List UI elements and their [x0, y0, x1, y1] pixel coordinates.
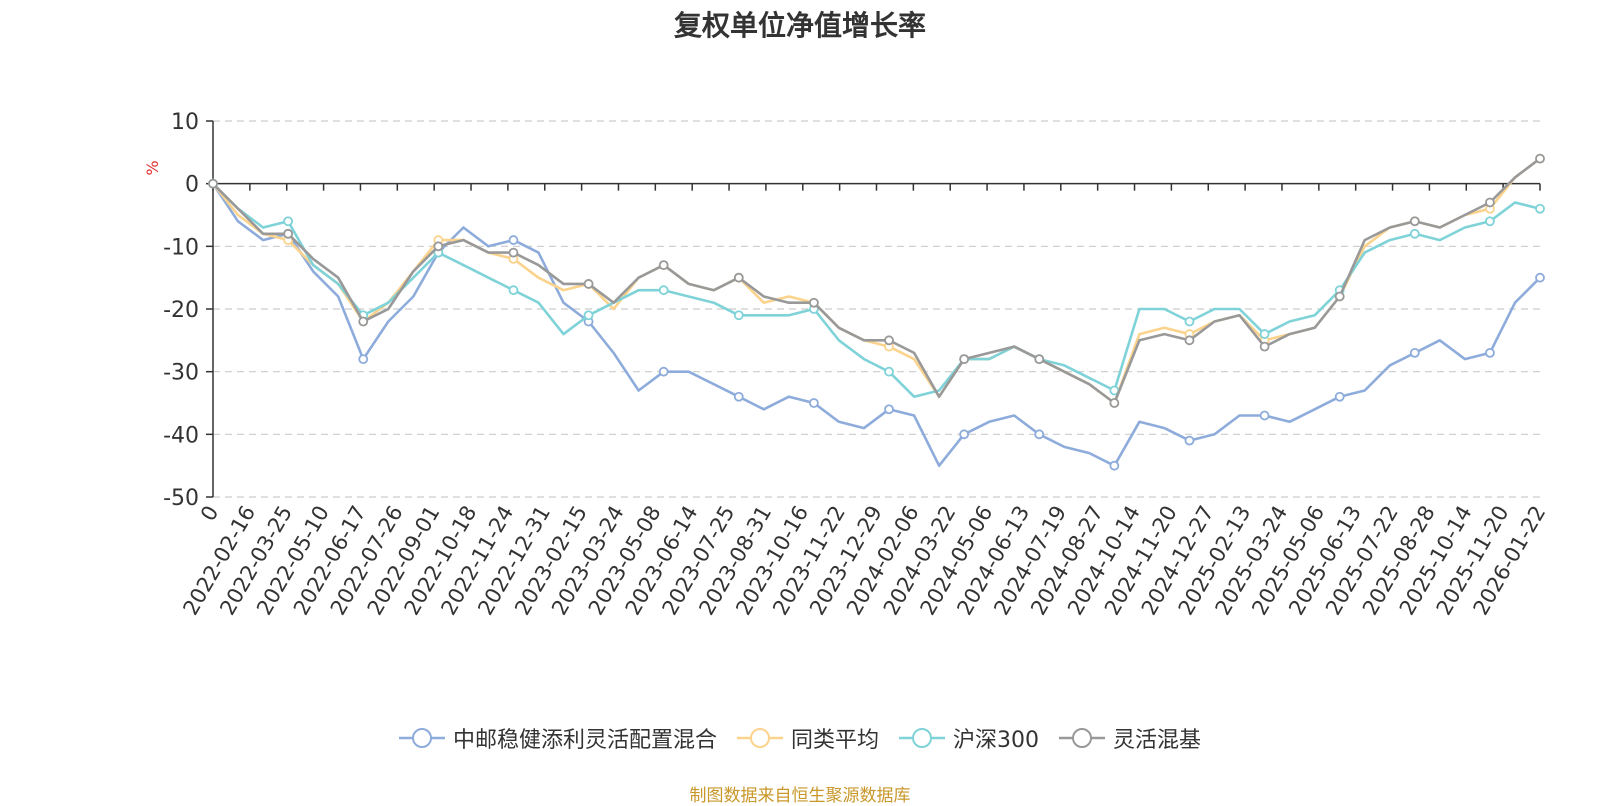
series-point-2	[733, 310, 744, 321]
series-point-3	[583, 279, 594, 289]
series-point-2	[1485, 216, 1495, 227]
chart-title: 复权单位净值增长率	[673, 9, 926, 42]
legend-item-peer-average[interactable]: 同类平均	[736, 722, 879, 754]
y-tick-label: -40	[163, 423, 199, 448]
series-point-0	[1334, 391, 1345, 402]
series-point-3	[1184, 335, 1195, 346]
series-point-2	[508, 285, 519, 296]
series-point-2	[1259, 329, 1270, 339]
gridlines	[213, 120, 1540, 498]
y-tick-label: 0	[185, 173, 199, 198]
series-point-3	[1535, 153, 1545, 164]
legend-item-csi300[interactable]: 沪深300	[899, 722, 1039, 754]
series-line-0	[211, 182, 1541, 467]
series-point-3	[283, 228, 294, 239]
series-point-0	[658, 366, 669, 377]
series-point-3	[1109, 398, 1120, 408]
legend-label-fund: 中邮稳健添利灵活配置混合	[452, 728, 717, 753]
series-point-0	[358, 354, 369, 365]
legend-swatch-peer-average	[736, 727, 783, 749]
series-point-0	[959, 429, 970, 440]
legend: 中邮稳健添利灵活配置混合 同类平均 沪深300 灵活混基	[0, 722, 1600, 754]
series-point-0	[1109, 460, 1120, 471]
series-point-3	[208, 178, 218, 189]
series-line-3	[212, 157, 1541, 405]
series-point-3	[433, 241, 444, 252]
legend-label-csi300: 沪深300	[953, 728, 1039, 753]
series-point-0	[809, 398, 819, 408]
y-tick-label: 10	[171, 110, 199, 135]
series-point-0	[1259, 410, 1270, 421]
series-point-2	[583, 310, 594, 321]
series-point-0	[884, 404, 894, 415]
series-point-3	[884, 335, 894, 346]
series-point-2	[283, 216, 294, 227]
series-point-2	[884, 366, 894, 377]
y-axis-unit: %	[143, 160, 162, 175]
data-source-note: 制图数据来自恒生聚源数据库	[689, 786, 911, 806]
series-point-3	[1485, 197, 1495, 208]
series-point-0	[1535, 272, 1545, 283]
series-line-2	[212, 182, 1541, 398]
series-point-3	[809, 297, 819, 308]
series-point-0	[1034, 429, 1045, 440]
series-point-0	[1409, 347, 1420, 358]
x-tick-label: 0	[196, 502, 223, 526]
legend-item-fund[interactable]: 中邮稳健添利灵活配置混合	[398, 722, 717, 754]
legend-swatch-fund	[398, 727, 445, 749]
series-point-2	[1535, 203, 1545, 214]
series-point-3	[1034, 354, 1045, 365]
y-tick-label: -30	[163, 361, 199, 386]
y-tick-label: -50	[163, 486, 199, 511]
series-point-3	[508, 247, 519, 258]
legend-label-flexible-mixed: 灵活混基	[1113, 728, 1202, 753]
y-tick-label: -10	[163, 235, 199, 260]
series-point-3	[1334, 291, 1345, 302]
series-point-2	[1184, 316, 1195, 327]
series-point-3	[658, 260, 669, 271]
legend-swatch-flexible-mixed	[1059, 727, 1105, 749]
series-point-3	[959, 354, 970, 365]
axis-labels: 100-10-20-30-40-50%02022-02-162022-03-25…	[143, 110, 1550, 619]
series-point-3	[1259, 341, 1270, 352]
series-point-0	[1184, 435, 1195, 446]
legend-label-peer-average: 同类平均	[790, 728, 879, 753]
legend-swatch-csi300	[899, 727, 945, 749]
y-tick-label: -20	[163, 298, 199, 323]
series-point-3	[358, 316, 369, 327]
series-point-0	[733, 391, 744, 402]
series-point-0	[1485, 347, 1495, 358]
series-point-3	[733, 272, 744, 283]
series-point-0	[508, 235, 519, 245]
series-point-2	[1409, 228, 1420, 239]
series-lines	[208, 153, 1545, 471]
series-point-3	[1409, 216, 1420, 227]
series-point-2	[658, 285, 669, 296]
legend-item-flexible-mixed[interactable]: 灵活混基	[1059, 722, 1201, 754]
